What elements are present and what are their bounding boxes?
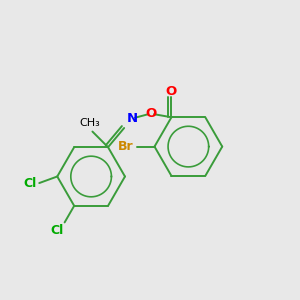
Text: N: N <box>127 112 138 125</box>
Text: Cl: Cl <box>50 224 63 237</box>
Text: O: O <box>145 107 156 120</box>
Text: Br: Br <box>118 140 134 153</box>
Text: CH₃: CH₃ <box>80 118 101 128</box>
Text: O: O <box>166 85 177 98</box>
Text: Cl: Cl <box>24 176 37 190</box>
